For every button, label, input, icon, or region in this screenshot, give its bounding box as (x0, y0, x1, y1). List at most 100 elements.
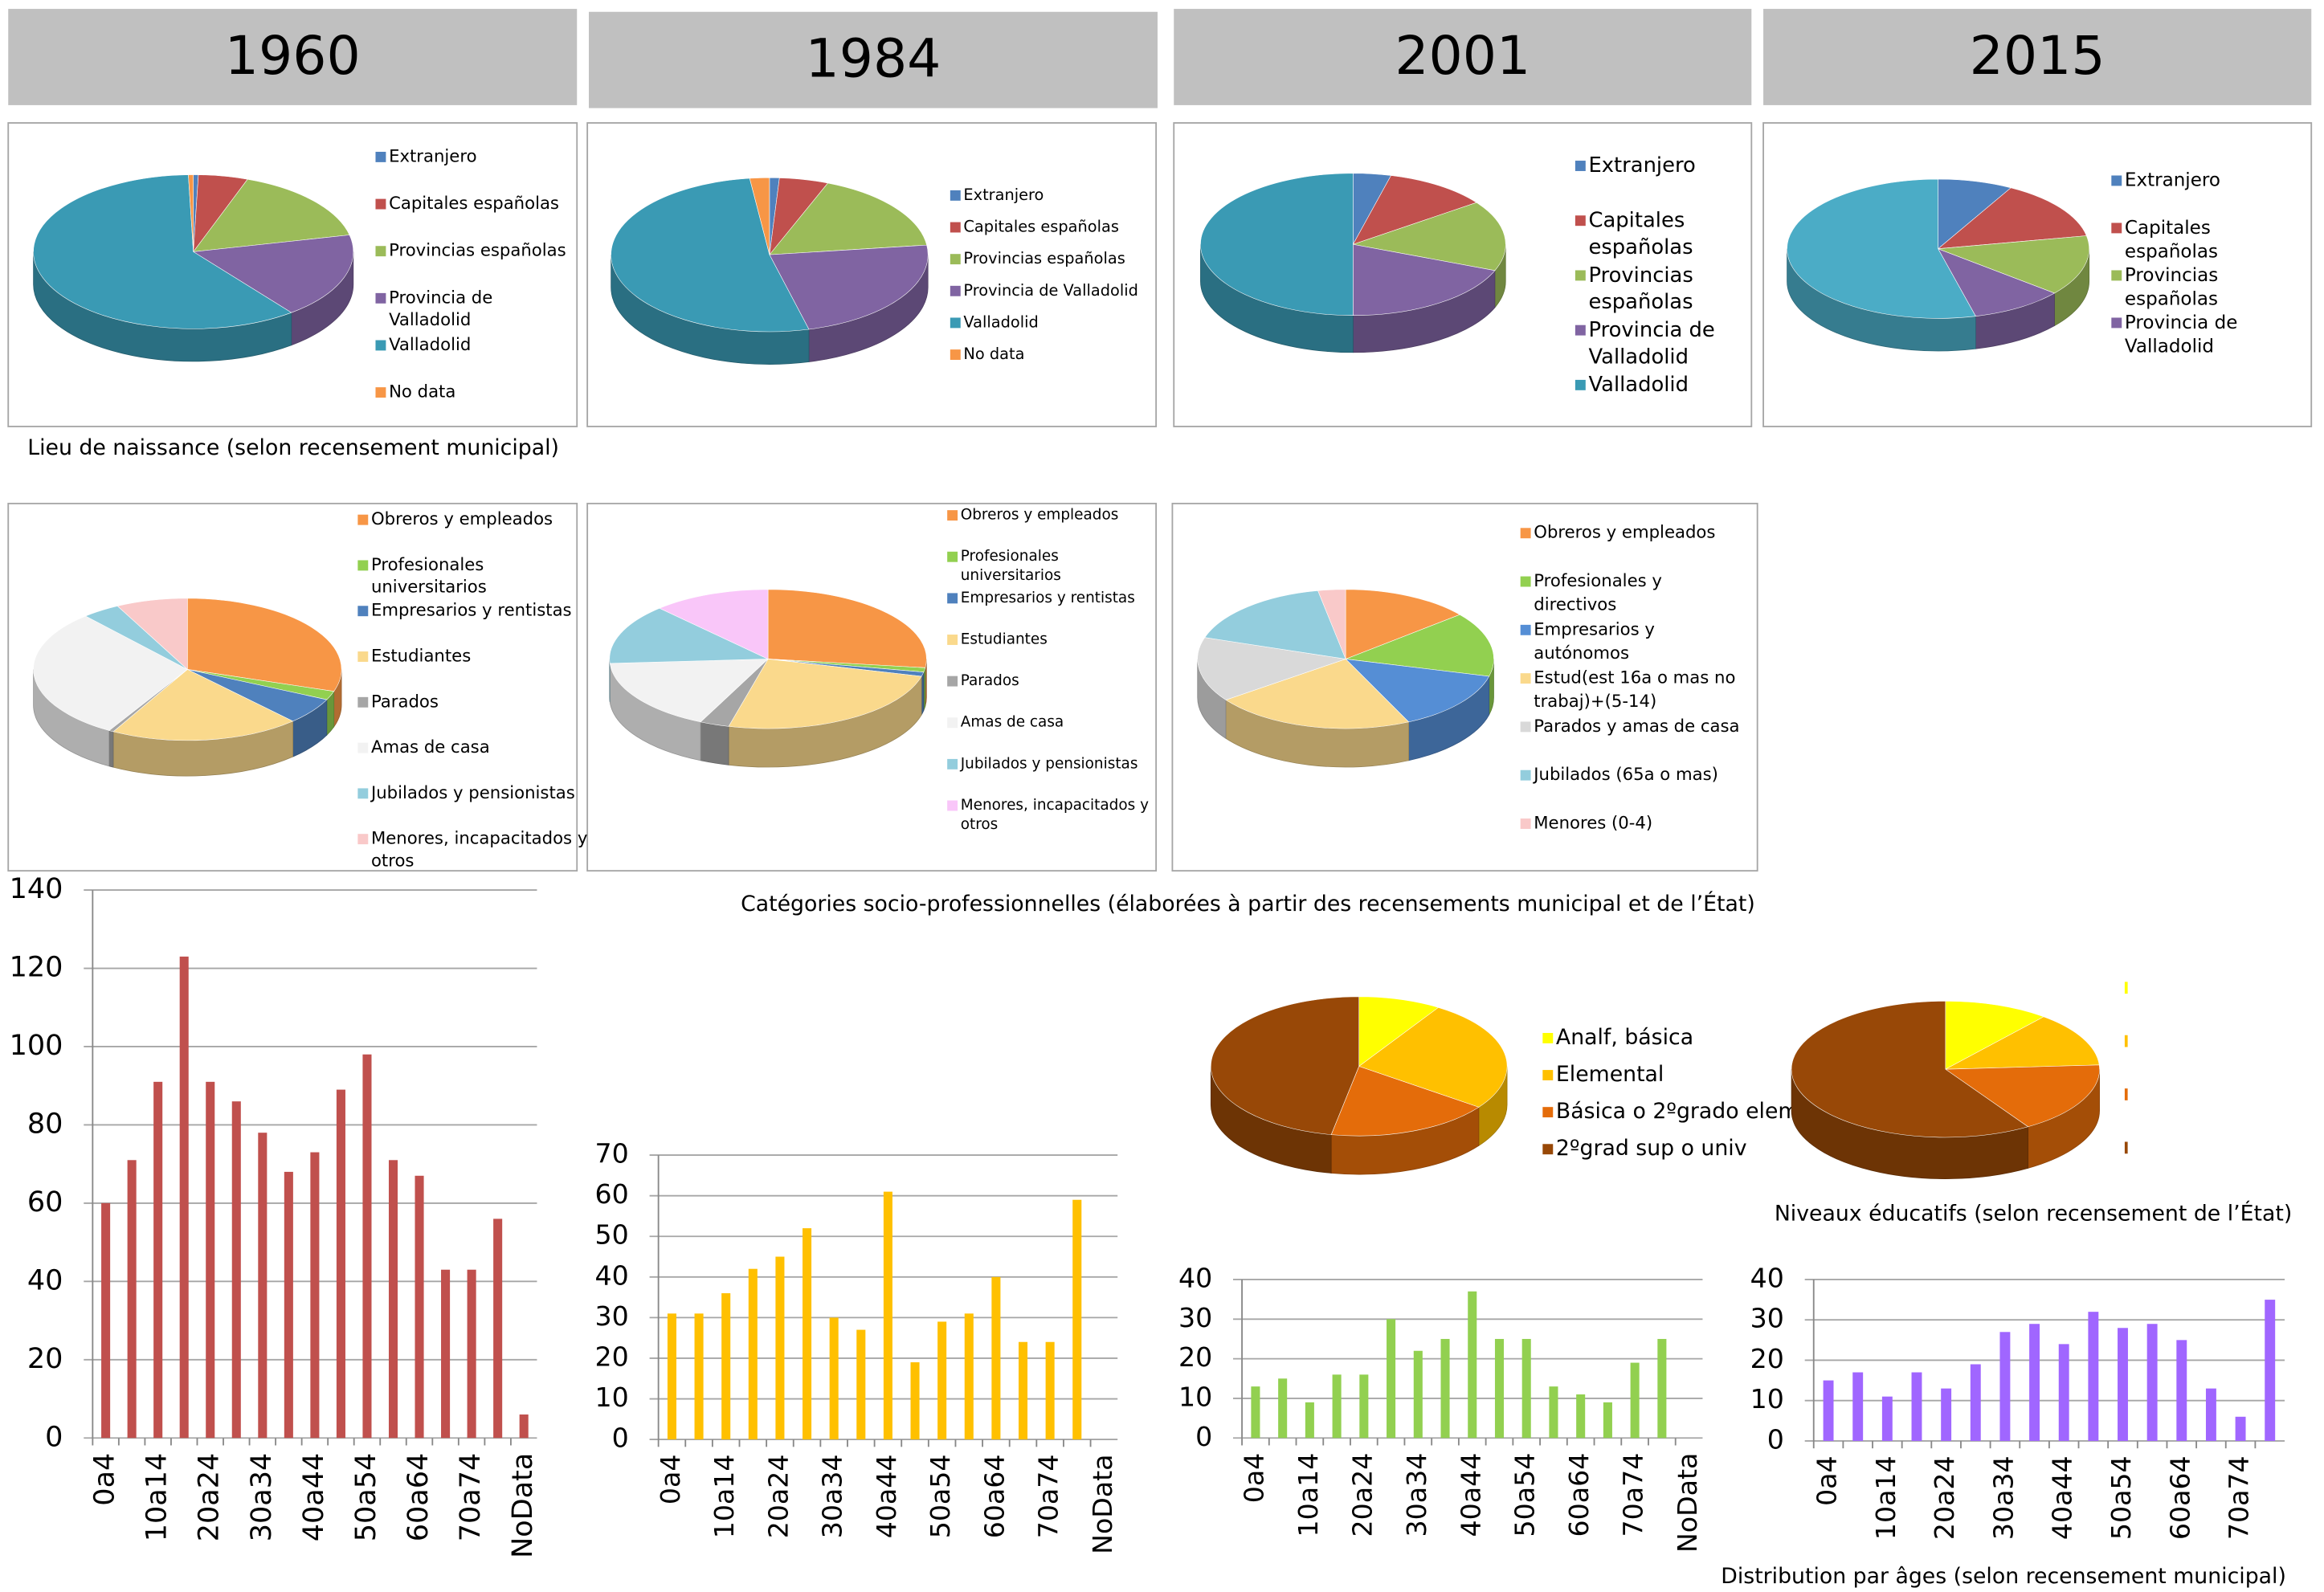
x-tick-label: 60a64 (978, 1455, 1010, 1539)
bar (493, 1218, 503, 1439)
caption: Niveaux éducatifs (selon recensement de … (1775, 1200, 2292, 1226)
pie-slice (1937, 248, 2056, 316)
legend-label: Capitales españolas (1588, 208, 1693, 259)
legend-swatch (357, 742, 369, 753)
pie-slice (187, 598, 342, 692)
y-tick-label: 0 (1767, 1423, 1784, 1455)
legend-label: Provincia de Valladolid (1588, 318, 1722, 369)
legend-label: Empresarios y rentistas (961, 590, 1135, 606)
legend-swatch (1520, 769, 1531, 781)
legend-label: Extranjero (963, 186, 1044, 204)
legend-swatch (947, 510, 958, 521)
legend-label: Estudiantes (961, 631, 1048, 647)
legend-swatch (1575, 270, 1586, 281)
bar (231, 1101, 241, 1439)
bar (1278, 1378, 1288, 1439)
legend-swatch (950, 254, 961, 265)
x-tick-label: 40a44 (297, 1453, 330, 1542)
legend-label: Valladolid (1588, 373, 1688, 397)
pie-slice (1945, 1016, 2100, 1070)
pie-slice (192, 235, 354, 313)
bar (1911, 1372, 1922, 1441)
legend-swatch (2111, 175, 2122, 186)
legend-swatch (947, 593, 958, 604)
pie-slice (1200, 173, 1354, 316)
legend-swatch (1575, 325, 1586, 336)
pie-slice (1945, 1001, 2044, 1070)
bar (127, 1160, 137, 1439)
bar (721, 1293, 731, 1440)
legend-swatch (2111, 317, 2122, 329)
bar (1852, 1372, 1864, 1441)
bar (803, 1228, 812, 1440)
legend-label: Obreros y empleados (371, 508, 553, 529)
x-tick-label: 40a44 (2047, 1455, 2078, 1540)
legend-label: Empresarios y rentistas (371, 600, 572, 620)
bar (284, 1171, 293, 1439)
bar (1549, 1386, 1558, 1439)
pie-slice (193, 178, 350, 252)
y-tick-label: 10 (595, 1382, 629, 1413)
pie-slice (1353, 243, 1496, 316)
x-tick-label: NoData (1087, 1455, 1118, 1554)
pie-side (108, 730, 114, 768)
pie-slice (1211, 996, 1359, 1135)
pie-slice (1944, 1064, 2100, 1128)
legend-label: Básica o 2ºgrado elem (1556, 1099, 1799, 1124)
bar (2235, 1416, 2246, 1441)
legend-label: Valladolid (389, 334, 471, 354)
y-tick-label: 0 (612, 1423, 629, 1454)
y-tick-label: 80 (27, 1107, 63, 1140)
bar (667, 1313, 676, 1440)
x-tick-label: 50a54 (349, 1453, 382, 1542)
x-tick-label: 30a34 (817, 1455, 848, 1539)
pie-slice (33, 174, 292, 329)
legend-swatch (357, 651, 369, 662)
legend-swatch (375, 198, 386, 210)
legend-label: Extranjero (2125, 169, 2220, 190)
legend-label: 2ºgrad sup o univ (1556, 1136, 1747, 1161)
bar (179, 956, 189, 1439)
y-tick-label: 10 (1750, 1383, 1784, 1414)
x-tick-label: 10a14 (1870, 1455, 1901, 1540)
legend-label: Estud(est 16a o mas no trabaj)+(5-14) (1534, 667, 1741, 711)
x-tick-label: 10a14 (709, 1455, 740, 1539)
legend-swatch (2124, 1141, 2128, 1154)
pie-slice (767, 589, 927, 668)
bar (1018, 1341, 1028, 1440)
bar (336, 1089, 345, 1439)
bar (1359, 1374, 1369, 1439)
bar (1440, 1338, 1450, 1439)
legend-label: Provincia de Valladolid (389, 287, 498, 329)
x-tick-label: 70a74 (1618, 1453, 1649, 1537)
year-header: 1984 (806, 27, 941, 89)
bar (2146, 1324, 2158, 1441)
pie-slice (1225, 659, 1410, 729)
x-tick-label: 50a54 (1509, 1453, 1541, 1537)
legend-label: Amas de casa (371, 737, 490, 757)
bar (1657, 1338, 1667, 1439)
pie-slice (769, 244, 929, 330)
y-tick-label: 20 (27, 1342, 63, 1375)
bar (1045, 1341, 1055, 1440)
legend-label: Menores, incapacitados y otros (961, 797, 1154, 833)
bar (748, 1268, 758, 1440)
y-tick-label: 40 (1750, 1262, 1784, 1293)
legend-swatch (947, 758, 958, 769)
x-tick-label: 70a74 (1033, 1455, 1064, 1539)
legend-swatch (1520, 721, 1531, 733)
x-tick-label: 40a44 (871, 1455, 902, 1539)
x-tick-label: 60a64 (402, 1453, 435, 1542)
header-box (8, 9, 578, 105)
x-tick-label: 20a24 (193, 1453, 226, 1542)
x-tick-label: 0a4 (1811, 1455, 1843, 1506)
pie-slice (1937, 187, 2087, 250)
legend-swatch (950, 190, 961, 201)
x-tick-label: 50a54 (2105, 1455, 2137, 1540)
y-tick-label: 120 (10, 951, 63, 984)
legend-swatch (1520, 576, 1531, 587)
legend-swatch (1575, 161, 1586, 171)
x-tick-label: 0a4 (88, 1453, 121, 1506)
x-tick-label: 60a64 (1563, 1453, 1595, 1537)
legend-swatch (947, 800, 958, 811)
